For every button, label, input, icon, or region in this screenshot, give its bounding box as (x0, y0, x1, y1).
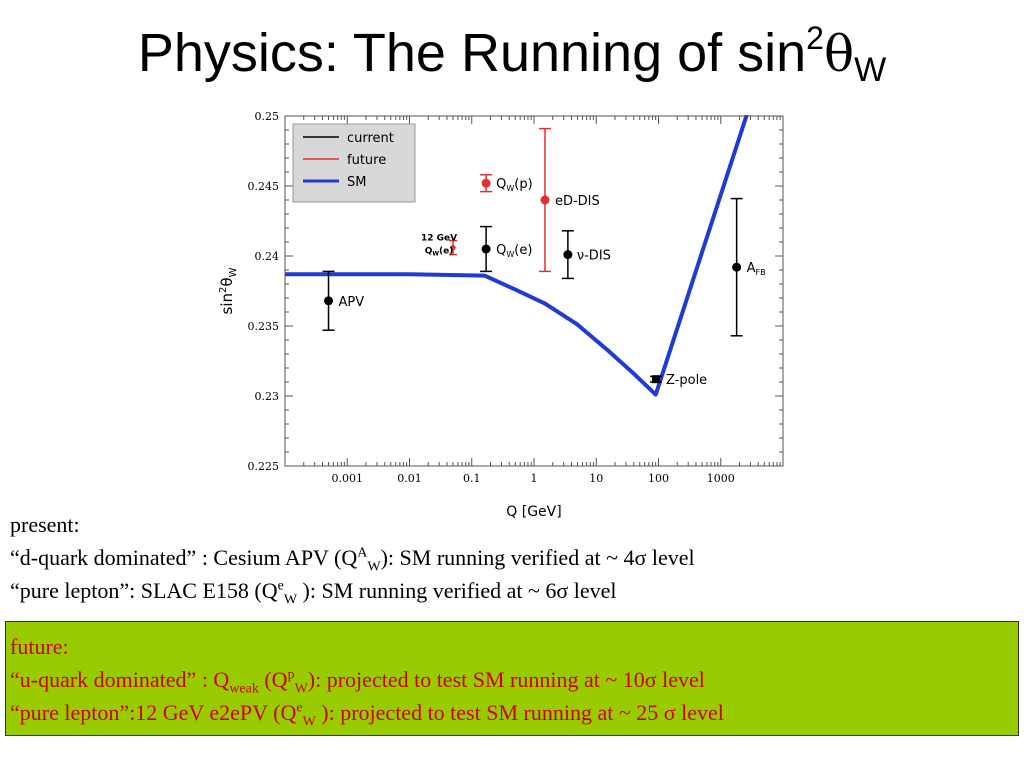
y-axis-label: sin2θW (218, 267, 239, 314)
data-label: QW(e) (496, 243, 532, 259)
data-point (324, 296, 334, 306)
y-tick-label: 0.24 (255, 250, 280, 263)
present-section: present: “d-quark dominated” : Cesium AP… (10, 508, 695, 607)
x-tick-label: 0.001 (332, 472, 364, 485)
data-point (540, 195, 550, 205)
present-line-apv: “d-quark dominated” : Cesium APV (QAW): … (10, 545, 695, 575)
plot-right-margin (784, 102, 795, 466)
legend-label: future (347, 153, 386, 168)
data-label: 12 GeV (421, 234, 457, 244)
future-line-e2epv: “pure lepton”:12 GeV e2ePV (QeW ): proje… (10, 700, 724, 730)
x-tick-label: 0.01 (397, 472, 422, 485)
data-point (481, 244, 491, 254)
data-label: Z-pole (666, 373, 707, 388)
data-point (652, 375, 661, 384)
x-axis-label: Q [GeV] (506, 504, 561, 520)
x-tick-label: 1 (531, 472, 538, 485)
data-label: QW(p) (496, 177, 533, 193)
present-line-e158: “pure lepton”: SLAC E158 (QeW ): SM runn… (10, 578, 617, 608)
x-tick-label: 1000 (707, 472, 735, 485)
data-label: ν-DIS (577, 249, 611, 264)
legend-label: current (347, 131, 394, 146)
data-point (481, 178, 491, 188)
data-label: AFB (747, 261, 766, 277)
data-label: QW(e) (425, 247, 454, 258)
future-section: future: “u-quark dominated” : Qweak (QpW… (10, 630, 724, 729)
y-tick-label: 0.225 (248, 460, 280, 473)
y-tick-label: 0.245 (248, 180, 280, 193)
data-label: APV (339, 295, 365, 310)
data-point (563, 250, 573, 260)
data-label: eD-DIS (555, 194, 600, 209)
page-title: Physics: The Running of sin2θW (137, 20, 887, 89)
future-box (5, 621, 1019, 736)
y-tick-label: 0.235 (248, 320, 280, 333)
x-tick-label: 100 (648, 472, 669, 485)
sm-curve (285, 102, 754, 397)
x-tick-label: 10 (589, 472, 603, 485)
data-point (450, 243, 457, 252)
y-tick-label: 0.23 (255, 390, 280, 403)
running-sin2thetaw-chart: 0.001 0.01 0.1 1 10 100 1000 0.225 0.23 0.235 0.24… (218, 102, 795, 520)
data-point (732, 262, 742, 272)
y-tick-label: 0.25 (255, 110, 280, 123)
present-heading: present: (10, 512, 80, 537)
plot-top-margin (285, 102, 795, 115)
future-line-qweak: “u-quark dominated” : Qweak (QpW): proje… (10, 667, 705, 697)
future-heading: future: (10, 634, 69, 659)
x-tick-label: 0.1 (463, 472, 481, 485)
legend-label: SM (347, 175, 366, 190)
